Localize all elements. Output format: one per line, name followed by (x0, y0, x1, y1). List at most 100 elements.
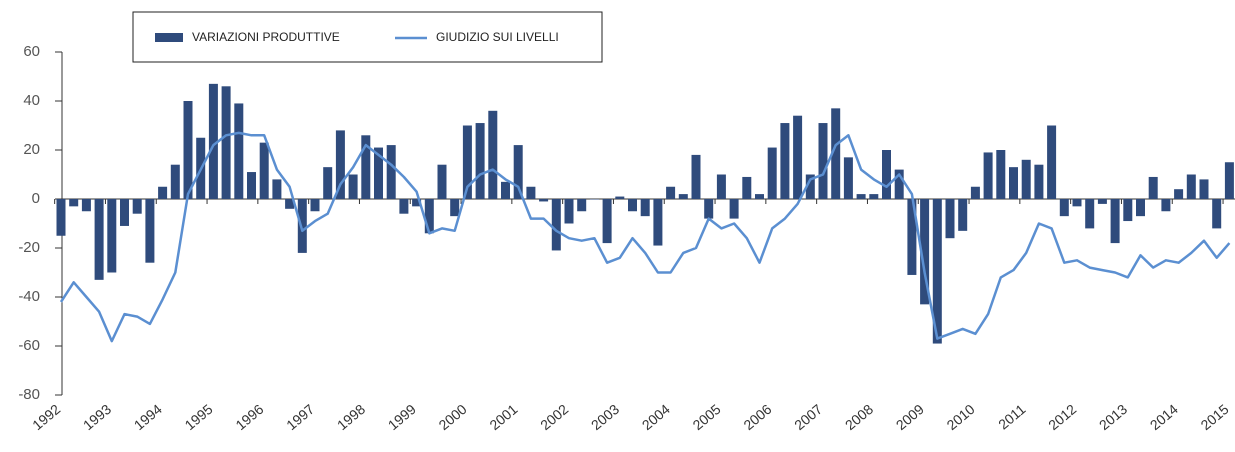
x-tick-label: 2006 (740, 401, 774, 433)
bar (1072, 199, 1082, 207)
line (59, 131, 1231, 343)
bar (882, 150, 891, 199)
bar (348, 174, 358, 199)
y-tick-label: 20 (23, 141, 40, 158)
bar (1161, 199, 1171, 212)
bar (450, 199, 460, 217)
bar (704, 199, 714, 219)
bar (1186, 174, 1196, 199)
bar (488, 110, 498, 199)
bar (120, 199, 129, 226)
bar (970, 186, 980, 199)
bar (1110, 199, 1120, 244)
bar (183, 101, 193, 199)
bar (323, 167, 333, 199)
x-tick-label: 2013 (1096, 401, 1130, 433)
bar (170, 164, 180, 199)
legend-swatch-bar (155, 33, 183, 42)
bar (158, 186, 168, 199)
bar (856, 194, 866, 199)
y-tick-label: 0 (32, 190, 40, 207)
bar (501, 181, 510, 199)
bar (1009, 167, 1018, 199)
x-tick-label: 2002 (537, 401, 571, 433)
bar (335, 130, 345, 199)
bar (234, 103, 244, 199)
x-tick-label: 2009 (893, 401, 927, 433)
bar (678, 194, 688, 199)
bar (653, 199, 663, 246)
x-tick-label: 2000 (436, 401, 470, 433)
bar (742, 176, 752, 199)
x-tick-label: 1998 (334, 401, 368, 433)
y-tick-label: 40 (23, 92, 40, 109)
bar (1059, 199, 1069, 217)
bar (793, 115, 803, 199)
bar (628, 199, 637, 212)
bar (1123, 199, 1133, 222)
x-tick-label: 2007 (791, 401, 825, 433)
bar (1174, 189, 1184, 199)
legend-label: VARIAZIONI PRODUTTIVE (192, 30, 340, 44)
bar (564, 199, 574, 224)
bar (145, 199, 155, 263)
bar (780, 123, 790, 199)
bar (259, 142, 269, 199)
y-tick-label: -20 (18, 239, 40, 256)
bar (399, 199, 409, 214)
x-tick-label: 1994 (131, 401, 165, 433)
bar (285, 199, 295, 209)
x-tick-label: 2005 (690, 401, 724, 433)
x-tick-label: 1992 (29, 401, 63, 433)
bar (996, 150, 1006, 199)
bar (894, 169, 904, 199)
bar (666, 186, 676, 199)
bar (221, 86, 231, 199)
bar (374, 147, 383, 199)
bar (412, 199, 422, 207)
bar (526, 186, 536, 199)
x-tick-label: 2010 (944, 401, 978, 433)
x-tick-label: 1993 (80, 401, 114, 433)
bar (437, 164, 447, 199)
bar (386, 145, 396, 199)
bar (1212, 199, 1222, 229)
bar (1047, 125, 1057, 199)
bar (691, 154, 701, 199)
bar (69, 199, 79, 207)
bar (513, 145, 523, 199)
x-tick-label: 2001 (486, 401, 520, 433)
bar (818, 123, 828, 199)
bar (1199, 179, 1209, 199)
bar (1097, 199, 1107, 204)
x-tick-label: 1999 (385, 401, 419, 433)
x-tick-label: 1997 (283, 401, 317, 433)
bar (958, 199, 968, 231)
bar (539, 199, 549, 202)
y-tick-label: 60 (23, 43, 40, 60)
bar (831, 108, 841, 199)
bar (716, 174, 726, 199)
x-tick-label: 2004 (639, 401, 673, 433)
legend-label: GIUDIZIO SUI LIVELLI (436, 30, 559, 44)
y-tick-label: -80 (18, 386, 40, 403)
bar (1136, 199, 1145, 217)
x-tick-label: 2003 (588, 401, 622, 433)
x-tick-label: 1996 (232, 401, 266, 433)
bar (615, 196, 625, 199)
bar (1148, 176, 1158, 199)
bar (56, 199, 66, 236)
legend-box (132, 11, 603, 63)
bar (1021, 159, 1031, 199)
bar (81, 199, 91, 212)
bar (208, 83, 218, 199)
bar (1034, 164, 1044, 199)
x-tick-label: 2014 (1147, 401, 1181, 433)
bar (767, 147, 777, 199)
x-tick-label: 2015 (1198, 401, 1232, 433)
y-tick-label: -60 (18, 337, 40, 354)
bar (932, 199, 942, 344)
bar (920, 199, 930, 305)
bar (602, 199, 612, 244)
